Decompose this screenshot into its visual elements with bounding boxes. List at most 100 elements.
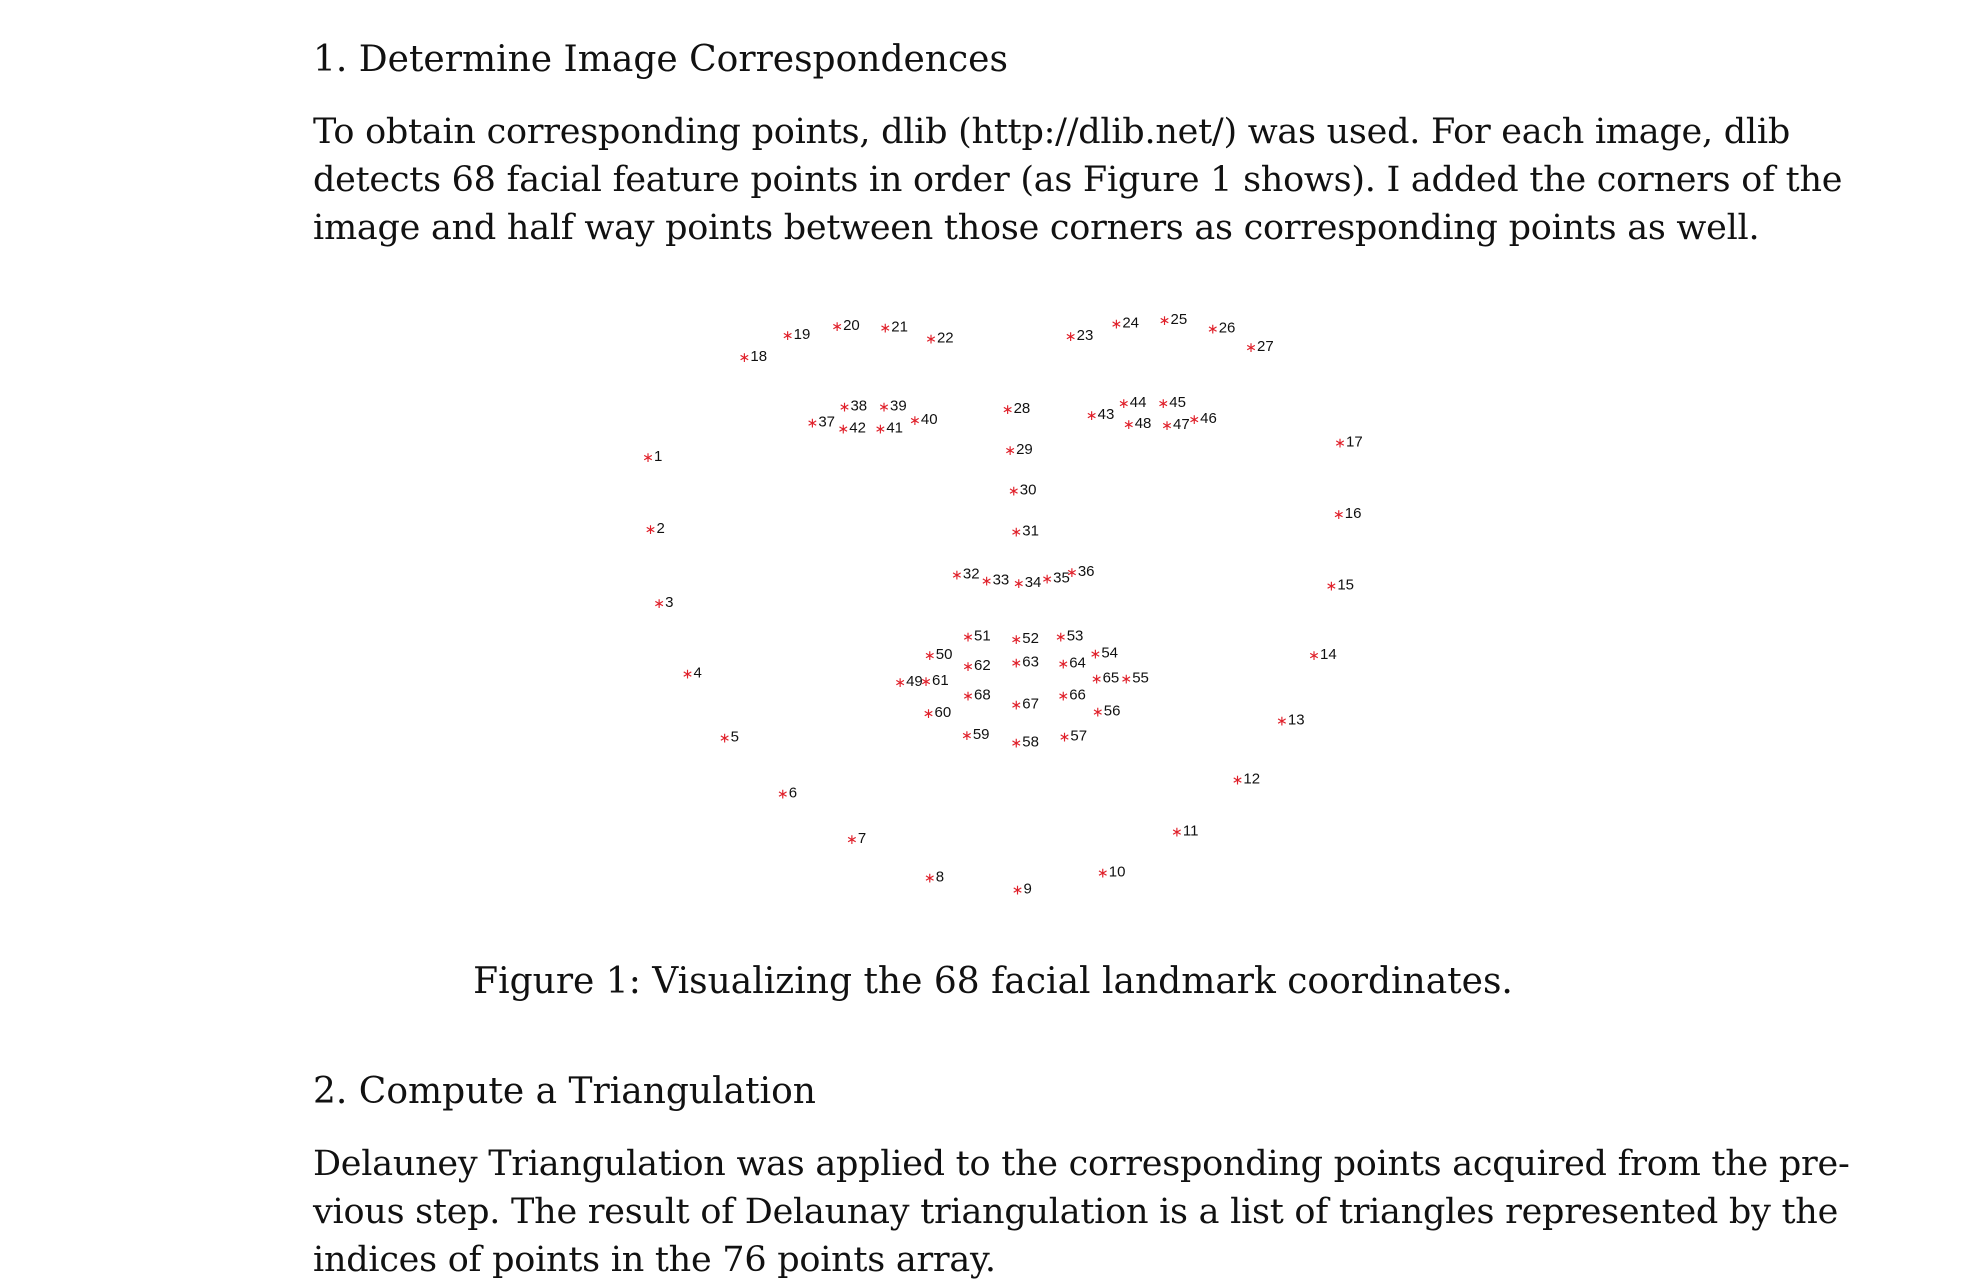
figure-caption: Figure 1: Visualizing the 68 facial land… [473, 961, 1513, 1002]
landmark-marker-icon: ∗ [1188, 412, 1200, 428]
landmark-label: 9 [1023, 881, 1031, 898]
landmark-label: 30 [1020, 482, 1037, 499]
landmark-marker-icon: ∗ [1157, 396, 1169, 412]
landmark-label: 45 [1169, 394, 1186, 411]
landmark-label: 21 [891, 318, 908, 335]
landmark-marker-icon: ∗ [1013, 576, 1025, 592]
landmark-point-64: ∗ 64 [1057, 655, 1086, 673]
landmark-point-23: ∗ 23 [1065, 327, 1094, 345]
landmark-marker-icon: ∗ [1010, 524, 1022, 540]
landmark-marker-icon: ∗ [1097, 865, 1109, 881]
landmark-marker-icon: ∗ [719, 731, 731, 747]
landmark-marker-icon: ∗ [739, 350, 751, 366]
landmark-label: 23 [1077, 327, 1094, 344]
landmark-point-55: ∗ 55 [1120, 669, 1149, 687]
landmark-point-40: ∗ 40 [909, 411, 938, 429]
landmark-marker-icon: ∗ [879, 320, 891, 336]
landmark-point-68: ∗ 68 [962, 687, 991, 705]
landmark-label: 1 [654, 448, 662, 465]
landmark-point-47: ∗ 47 [1161, 416, 1190, 434]
landmark-label: 39 [890, 398, 907, 415]
landmark-label: 15 [1337, 577, 1354, 594]
landmark-point-31: ∗ 31 [1010, 522, 1039, 540]
landmark-point-21: ∗ 21 [879, 318, 908, 336]
landmark-marker-icon: ∗ [1245, 340, 1257, 356]
landmark-point-8: ∗ 8 [924, 868, 944, 886]
landmark-marker-icon: ∗ [1012, 883, 1024, 899]
landmark-label: 52 [1022, 630, 1039, 647]
landmark-marker-icon: ∗ [1010, 697, 1022, 713]
landmark-label: 63 [1022, 653, 1039, 670]
paragraph-triangulation: Delauney Triangulation was applied to th… [313, 1140, 1850, 1284]
landmark-point-20: ∗ 20 [831, 317, 860, 335]
landmark-label: 28 [1014, 400, 1031, 417]
landmark-label: 42 [849, 420, 866, 437]
landmark-point-43: ∗ 43 [1086, 406, 1115, 424]
landmark-marker-icon: ∗ [1057, 689, 1069, 705]
landmark-marker-icon: ∗ [920, 674, 932, 690]
landmark-label: 2 [656, 520, 664, 537]
landmark-point-18: ∗ 18 [739, 348, 768, 366]
landmark-marker-icon: ∗ [1092, 705, 1104, 721]
paragraph-line: image and half way points between those … [313, 208, 1760, 248]
landmark-label: 20 [843, 317, 860, 334]
landmark-point-17: ∗ 17 [1334, 433, 1363, 451]
landmark-marker-icon: ∗ [846, 832, 858, 848]
landmark-point-66: ∗ 66 [1057, 687, 1086, 705]
landmark-label: 67 [1022, 695, 1039, 712]
landmark-marker-icon: ∗ [878, 400, 890, 416]
landmark-point-49: ∗ 49 [894, 673, 923, 691]
landmark-marker-icon: ∗ [1041, 571, 1053, 587]
landmark-point-51: ∗ 51 [962, 627, 991, 645]
landmark-marker-icon: ∗ [1086, 408, 1098, 424]
landmark-label: 55 [1132, 669, 1149, 686]
landmark-label: 3 [665, 594, 673, 611]
landmark-marker-icon: ∗ [962, 629, 974, 645]
landmark-point-3: ∗ 3 [653, 594, 673, 612]
landmark-marker-icon: ∗ [925, 332, 937, 348]
landmark-label: 40 [921, 411, 938, 428]
landmark-label: 51 [974, 627, 991, 644]
landmark-point-62: ∗ 62 [962, 657, 991, 675]
landmark-point-7: ∗ 7 [846, 830, 866, 848]
landmark-point-32: ∗ 32 [951, 566, 980, 584]
landmark-label: 8 [936, 868, 944, 885]
landmark-point-35: ∗ 35 [1041, 569, 1070, 587]
landmark-label: 29 [1016, 441, 1033, 458]
landmark-marker-icon: ∗ [839, 400, 851, 416]
landmark-marker-icon: ∗ [777, 786, 789, 802]
landmark-point-34: ∗ 34 [1013, 574, 1042, 592]
landmark-label: 46 [1200, 410, 1217, 427]
landmark-marker-icon: ∗ [1059, 729, 1071, 745]
landmark-marker-icon: ∗ [806, 416, 818, 432]
landmark-scatter-plot: ∗ 1∗ 2∗ 3∗ 4∗ 5∗ 6∗ 7∗ 8∗ 9∗ 10∗ 11∗ 12∗ 13∗ 14∗ 15∗ 16∗… [642, 311, 1363, 899]
landmark-label: 26 [1219, 320, 1236, 337]
landmark-marker-icon: ∗ [962, 689, 974, 705]
landmark-label: 37 [818, 414, 835, 431]
landmark-label: 4 [694, 664, 702, 681]
landmark-point-38: ∗ 38 [839, 398, 868, 416]
landmark-label: 24 [1122, 315, 1139, 332]
landmark-label: 36 [1078, 563, 1095, 580]
landmark-point-48: ∗ 48 [1123, 415, 1152, 433]
landmark-point-1: ∗ 1 [642, 448, 662, 466]
landmark-label: 68 [974, 687, 991, 704]
landmark-point-16: ∗ 16 [1333, 505, 1362, 523]
landmark-label: 38 [850, 398, 867, 415]
landmark-label: 19 [794, 326, 811, 343]
landmark-label: 43 [1098, 406, 1115, 423]
landmark-point-28: ∗ 28 [1002, 400, 1031, 418]
landmark-marker-icon: ∗ [1066, 565, 1078, 581]
landmark-label: 60 [935, 704, 952, 721]
landmark-marker-icon: ∗ [874, 422, 886, 438]
landmark-point-41: ∗ 41 [874, 420, 903, 438]
landmark-marker-icon: ∗ [1161, 418, 1173, 434]
landmark-marker-icon: ∗ [1055, 629, 1067, 645]
landmark-point-6: ∗ 6 [777, 784, 797, 802]
landmark-label: 7 [858, 830, 866, 847]
landmark-marker-icon: ∗ [782, 328, 794, 344]
landmark-point-53: ∗ 53 [1055, 627, 1084, 645]
landmark-point-60: ∗ 60 [923, 704, 952, 722]
landmark-marker-icon: ∗ [645, 522, 657, 538]
paragraph-line: detects 68 facial feature points in orde… [313, 160, 1843, 200]
